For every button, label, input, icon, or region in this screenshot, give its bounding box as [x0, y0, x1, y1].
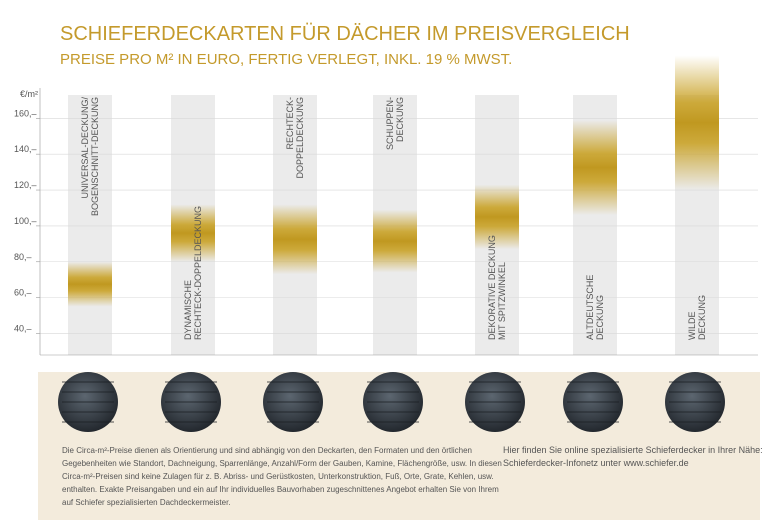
footer-note: enthalten. Exakte Preisangaben und ein a… [62, 485, 499, 494]
y-axis-label: €/m² [20, 89, 38, 99]
y-tick-label: 160,– [14, 108, 37, 118]
chart-title: SCHIEFERDECKARTEN FÜR DÄCHER IM PREISVER… [60, 23, 630, 45]
footer-link: Schieferdecker-Infonetz unter www.schief… [503, 458, 689, 468]
category-label: UNIVERSAL-DECKUNG/BOGENSCHNITT-DECKUNG [80, 97, 100, 217]
price-range [68, 261, 112, 307]
y-tick-label: 80,– [14, 252, 32, 262]
category-label: SCHUPPEN-DECKUNG [385, 97, 405, 150]
category-line: BOGENSCHNITT-DECKUNG [90, 97, 100, 216]
category-line: ALTDEUTSCHE [585, 275, 595, 340]
price-range [373, 209, 417, 273]
price-range [675, 55, 719, 191]
category-line: SCHUPPEN- [385, 97, 395, 150]
category-line: DECKUNG [697, 295, 707, 340]
footer-note: auf Schiefer spezialisierten Dachdeckerm… [62, 498, 231, 507]
category-label: DEKORATIVE DECKUNGMIT SPITZWINKEL [487, 235, 507, 340]
category-line: DYNAMISCHE [183, 280, 193, 340]
category-line: DOPPELDECKUNG [295, 97, 305, 179]
category-line: DECKUNG [395, 97, 405, 142]
category-label: WILDEDECKUNG [687, 295, 707, 340]
category-label: RECHTECK-DOPPELDECKUNG [285, 97, 305, 179]
category-line: RECHTECK- [285, 97, 295, 150]
footer-note: Die Circa-m²-Preise dienen als Orientier… [62, 446, 472, 455]
category-label: ALTDEUTSCHEDECKUNG [585, 275, 605, 340]
price-range [273, 204, 317, 275]
chart-subtitle: PREISE PRO M² IN EURO, FERTIG VERLEGT, I… [60, 51, 512, 68]
footer-link: Hier finden Sie online spezialisierte Sc… [503, 445, 763, 455]
category-line: UNIVERSAL-DECKUNG/ [80, 97, 90, 199]
column-bg [68, 95, 112, 355]
footer-note: Gegebenheiten wie Standort, Dachneigung,… [62, 459, 502, 468]
category-label: DYNAMISCHERECHTECK-DOPPELDECKUNG [183, 206, 203, 340]
y-tick-label: 100,– [14, 216, 37, 226]
y-tick-label: 120,– [14, 180, 37, 190]
category-line: RECHTECK-DOPPELDECKUNG [193, 206, 203, 340]
price-range [475, 184, 519, 250]
footer-note: Circa-m²-Preisen sind keine Zulagen für … [62, 472, 494, 481]
price-range [573, 120, 617, 216]
category-line: DEKORATIVE DECKUNG [487, 235, 497, 340]
y-tick-label: 140,– [14, 144, 37, 154]
category-line: DECKUNG [595, 295, 605, 340]
price-range [171, 204, 215, 262]
y-tick-label: 60,– [14, 288, 32, 298]
category-line: MIT SPITZWINKEL [497, 262, 507, 340]
category-line: WILDE [687, 311, 697, 340]
y-tick-label: 40,– [14, 323, 32, 333]
